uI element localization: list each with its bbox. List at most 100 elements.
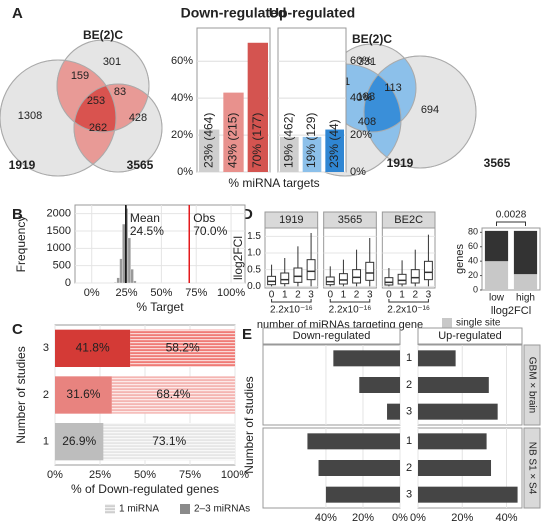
y-tick-label: 0% [350, 166, 366, 178]
strip-label: 1919 [279, 214, 303, 226]
bar [418, 377, 489, 393]
hatch [105, 504, 115, 514]
hatch [103, 423, 235, 461]
strip [262, 327, 401, 345]
y-tick-label: 0.0 [247, 281, 261, 292]
annotation: 0.0028 [496, 210, 527, 221]
x-tick-label: 20% [352, 512, 374, 524]
x-tick-label: 2 [412, 290, 418, 301]
bracket [496, 221, 526, 226]
region-count: 408 [358, 116, 376, 128]
y-tick-label: 60 [468, 241, 478, 251]
box [338, 273, 348, 285]
x-tick-label: 0 [269, 290, 275, 301]
value-label: 31.6% [66, 387, 100, 401]
x-tick-label: 25% [89, 469, 111, 481]
y-tick-label: 3 [406, 489, 412, 501]
x-tick-label: 3 [367, 290, 373, 301]
box [365, 261, 375, 281]
x-axis-label: llog2FCl [491, 305, 531, 317]
value-label: 23% (464) [201, 113, 215, 168]
strip-label: BE2C [394, 214, 423, 226]
box [293, 267, 303, 283]
strip [523, 344, 541, 426]
y-axis-label: Number of studies [14, 346, 28, 443]
y-tick-label: 2 [406, 462, 412, 474]
set-label: 1919 [387, 156, 414, 170]
y-tick-label: 20 [468, 270, 478, 280]
bar-segment [55, 376, 112, 414]
strip [523, 427, 541, 509]
region-count: 253 [87, 95, 105, 107]
y-tick-label: 2 [43, 389, 49, 401]
x-tick-label: 100% [221, 469, 249, 481]
y-tick-label: 1 [43, 436, 49, 448]
box [352, 269, 362, 284]
x-tick-label: 100% [217, 287, 245, 299]
x-tick-label: 40% [315, 512, 337, 524]
venn-outline [56, 39, 150, 133]
overlap [364, 64, 401, 132]
y-tick-label: 40 [468, 256, 478, 266]
bar [302, 136, 322, 172]
bar [418, 433, 487, 450]
value-label: 23% (44) [327, 119, 341, 168]
y-tick-label: 3 [43, 342, 49, 354]
x-tick-label: 50% [150, 287, 172, 299]
y-tick-label: 0.5 [247, 264, 261, 275]
row-label: NB S1 × S4 [526, 442, 537, 495]
x-axis-label: % Target [136, 300, 184, 314]
y-tick-label: 0% [177, 166, 193, 178]
box [397, 273, 407, 285]
panel-letter: D [242, 206, 253, 223]
value-label: 43% (215) [226, 113, 240, 168]
column-label: Up-regulated [438, 330, 502, 342]
y-axis-label: llog2FCl [231, 236, 245, 280]
hist-bar [133, 280, 137, 284]
set-label: BE(2)C [352, 32, 392, 46]
y-tick-label: 500 [53, 260, 71, 272]
panel-letter: C [12, 321, 23, 338]
legend-label: 2–3 miRNAs [194, 504, 250, 515]
value-label: 73.1% [152, 434, 186, 448]
bar [318, 460, 400, 476]
bar [359, 377, 400, 393]
box [410, 269, 420, 284]
y-axis-label: Number of studies [242, 376, 256, 473]
x-axis-label: % of Down-regulated genes [71, 482, 219, 496]
panel-letter: E [242, 326, 252, 343]
hatch [111, 376, 235, 414]
x-tick-label: 1 [399, 290, 405, 301]
bar-segment [484, 230, 509, 262]
y-tick-label: 40% [350, 92, 372, 104]
strip-label: 3565 [338, 214, 362, 226]
venn-overlap [364, 64, 401, 132]
x-tick-label: 1 [341, 290, 347, 301]
bar [418, 486, 518, 503]
y-axis-label: Frequency [14, 216, 28, 273]
legend-label: 1 miRNA [119, 504, 159, 515]
value-label: 58.2% [166, 341, 200, 355]
region-count: 1308 [18, 110, 42, 122]
line-value: 24.5% [130, 224, 164, 238]
bar-segment [55, 329, 131, 367]
panel-letter: B [12, 206, 23, 223]
x-tick-label: 0% [410, 512, 426, 524]
region-count: 694 [421, 104, 439, 116]
y-tick-label: 20% [171, 129, 193, 141]
box [280, 272, 290, 285]
venn-outline [73, 83, 163, 173]
region-count: 83 [114, 86, 126, 98]
panel [74, 204, 246, 284]
box [325, 276, 335, 286]
region-count: 428 [129, 112, 147, 124]
line-name: Mean [130, 211, 160, 225]
bar [199, 129, 220, 172]
y-tick-label: 20% [350, 129, 372, 141]
hist-bar [116, 277, 120, 284]
annotation: 2.2x10⁻¹⁶ [329, 305, 372, 316]
legend-label: single site [456, 318, 501, 329]
bar [307, 433, 400, 450]
set-label: BE(2)C [83, 28, 123, 42]
